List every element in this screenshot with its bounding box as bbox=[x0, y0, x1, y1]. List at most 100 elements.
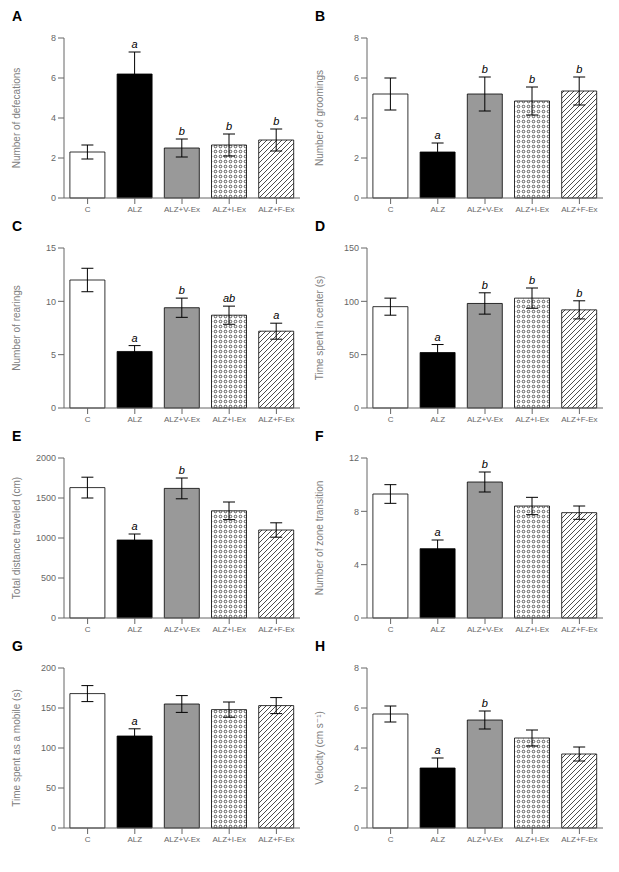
svg-text:ALZ+F-Ex: ALZ+F-Ex bbox=[258, 415, 294, 424]
svg-text:ALZ+V-Ex: ALZ+V-Ex bbox=[164, 415, 200, 424]
svg-text:4: 4 bbox=[354, 113, 359, 123]
svg-text:ALZ+F-Ex: ALZ+F-Ex bbox=[258, 835, 294, 844]
svg-text:50: 50 bbox=[46, 783, 56, 793]
svg-text:a: a bbox=[132, 520, 138, 532]
svg-text:C: C bbox=[85, 835, 91, 844]
svg-text:b: b bbox=[226, 120, 232, 132]
svg-text:ALZ+I-Ex: ALZ+I-Ex bbox=[515, 835, 549, 844]
svg-text:C: C bbox=[388, 415, 394, 424]
svg-text:5: 5 bbox=[51, 350, 56, 360]
svg-text:Number of defecations: Number of defecations bbox=[11, 68, 22, 169]
svg-text:Time spent as a mobile (s): Time spent as a mobile (s) bbox=[11, 689, 22, 806]
svg-text:Number of rearings: Number of rearings bbox=[11, 285, 22, 371]
svg-text:12: 12 bbox=[349, 453, 359, 463]
svg-text:ALZ+I-Ex: ALZ+I-Ex bbox=[515, 625, 549, 634]
svg-text:b: b bbox=[179, 464, 185, 476]
svg-text:ALZ: ALZ bbox=[127, 625, 142, 634]
svg-text:ALZ+V-Ex: ALZ+V-Ex bbox=[164, 205, 200, 214]
svg-text:ALZ+I-Ex: ALZ+I-Ex bbox=[515, 205, 549, 214]
svg-text:ALZ+F-Ex: ALZ+F-Ex bbox=[258, 625, 294, 634]
svg-text:0: 0 bbox=[51, 823, 56, 833]
svg-text:ab: ab bbox=[223, 292, 235, 304]
svg-text:6: 6 bbox=[354, 703, 359, 713]
svg-text:b: b bbox=[576, 63, 582, 75]
svg-text:1500: 1500 bbox=[36, 493, 56, 503]
svg-text:C: C bbox=[388, 205, 394, 214]
svg-text:2000: 2000 bbox=[36, 453, 56, 463]
svg-text:0: 0 bbox=[354, 403, 359, 413]
svg-text:b: b bbox=[482, 697, 488, 709]
svg-text:0: 0 bbox=[51, 193, 56, 203]
svg-text:0: 0 bbox=[51, 613, 56, 623]
svg-text:C: C bbox=[85, 205, 91, 214]
svg-text:b: b bbox=[179, 284, 185, 296]
svg-text:Number of groomings: Number of groomings bbox=[314, 70, 325, 166]
svg-text:Number of zone transition: Number of zone transition bbox=[314, 481, 325, 596]
svg-text:ALZ: ALZ bbox=[430, 415, 445, 424]
svg-text:0: 0 bbox=[51, 403, 56, 413]
svg-text:ALZ+I-Ex: ALZ+I-Ex bbox=[212, 625, 246, 634]
svg-text:500: 500 bbox=[41, 573, 56, 583]
svg-text:a: a bbox=[132, 715, 138, 727]
svg-text:b: b bbox=[482, 458, 488, 470]
svg-text:200: 200 bbox=[41, 663, 56, 673]
svg-text:C: C bbox=[388, 835, 394, 844]
svg-text:100: 100 bbox=[344, 297, 359, 307]
svg-text:b: b bbox=[179, 125, 185, 137]
svg-text:b: b bbox=[576, 287, 582, 299]
svg-text:ALZ+F-Ex: ALZ+F-Ex bbox=[561, 415, 597, 424]
svg-text:a: a bbox=[132, 332, 138, 344]
svg-text:Velocity (cm s⁻¹): Velocity (cm s⁻¹) bbox=[314, 711, 325, 785]
svg-text:ALZ+V-Ex: ALZ+V-Ex bbox=[164, 835, 200, 844]
svg-text:ALZ+F-Ex: ALZ+F-Ex bbox=[561, 835, 597, 844]
svg-text:4: 4 bbox=[354, 743, 359, 753]
svg-text:2: 2 bbox=[354, 153, 359, 163]
svg-text:C: C bbox=[85, 415, 91, 424]
svg-text:8: 8 bbox=[51, 33, 56, 43]
svg-text:ALZ: ALZ bbox=[430, 205, 445, 214]
svg-text:6: 6 bbox=[354, 73, 359, 83]
svg-text:ALZ+I-Ex: ALZ+I-Ex bbox=[212, 835, 246, 844]
svg-text:Time spent in center (s): Time spent in center (s) bbox=[314, 276, 325, 381]
svg-text:b: b bbox=[529, 73, 535, 85]
svg-text:1000: 1000 bbox=[36, 533, 56, 543]
svg-text:a: a bbox=[132, 38, 138, 50]
svg-text:ALZ+V-Ex: ALZ+V-Ex bbox=[164, 625, 200, 634]
svg-text:ALZ+V-Ex: ALZ+V-Ex bbox=[467, 625, 503, 634]
svg-text:150: 150 bbox=[344, 243, 359, 253]
svg-text:ALZ: ALZ bbox=[127, 205, 142, 214]
svg-text:ALZ+F-Ex: ALZ+F-Ex bbox=[561, 205, 597, 214]
svg-text:2: 2 bbox=[354, 783, 359, 793]
svg-text:15: 15 bbox=[46, 243, 56, 253]
svg-text:ALZ: ALZ bbox=[430, 625, 445, 634]
svg-text:8: 8 bbox=[354, 33, 359, 43]
svg-text:8: 8 bbox=[354, 663, 359, 673]
svg-text:C: C bbox=[388, 625, 394, 634]
svg-text:10: 10 bbox=[46, 297, 56, 307]
svg-text:4: 4 bbox=[51, 113, 56, 123]
svg-text:ALZ+I-Ex: ALZ+I-Ex bbox=[212, 205, 246, 214]
svg-text:ALZ+I-Ex: ALZ+I-Ex bbox=[212, 415, 246, 424]
svg-text:ALZ+V-Ex: ALZ+V-Ex bbox=[467, 205, 503, 214]
svg-text:2: 2 bbox=[51, 153, 56, 163]
svg-text:ALZ: ALZ bbox=[127, 835, 142, 844]
svg-text:100: 100 bbox=[41, 743, 56, 753]
svg-text:ALZ+V-Ex: ALZ+V-Ex bbox=[467, 415, 503, 424]
svg-text:150: 150 bbox=[41, 703, 56, 713]
svg-text:C: C bbox=[85, 625, 91, 634]
svg-text:8: 8 bbox=[354, 507, 359, 517]
svg-text:4: 4 bbox=[354, 560, 359, 570]
svg-text:a: a bbox=[273, 309, 279, 321]
svg-text:Total distance traveled (cm): Total distance traveled (cm) bbox=[11, 477, 22, 599]
svg-text:a: a bbox=[435, 526, 441, 538]
svg-text:0: 0 bbox=[354, 193, 359, 203]
svg-text:b: b bbox=[482, 279, 488, 291]
svg-text:50: 50 bbox=[349, 350, 359, 360]
svg-text:b: b bbox=[529, 274, 535, 286]
svg-text:ALZ+F-Ex: ALZ+F-Ex bbox=[561, 625, 597, 634]
svg-text:a: a bbox=[435, 331, 441, 343]
svg-text:a: a bbox=[435, 129, 441, 141]
svg-text:a: a bbox=[435, 744, 441, 756]
svg-text:ALZ+I-Ex: ALZ+I-Ex bbox=[515, 415, 549, 424]
svg-text:ALZ+F-Ex: ALZ+F-Ex bbox=[258, 205, 294, 214]
